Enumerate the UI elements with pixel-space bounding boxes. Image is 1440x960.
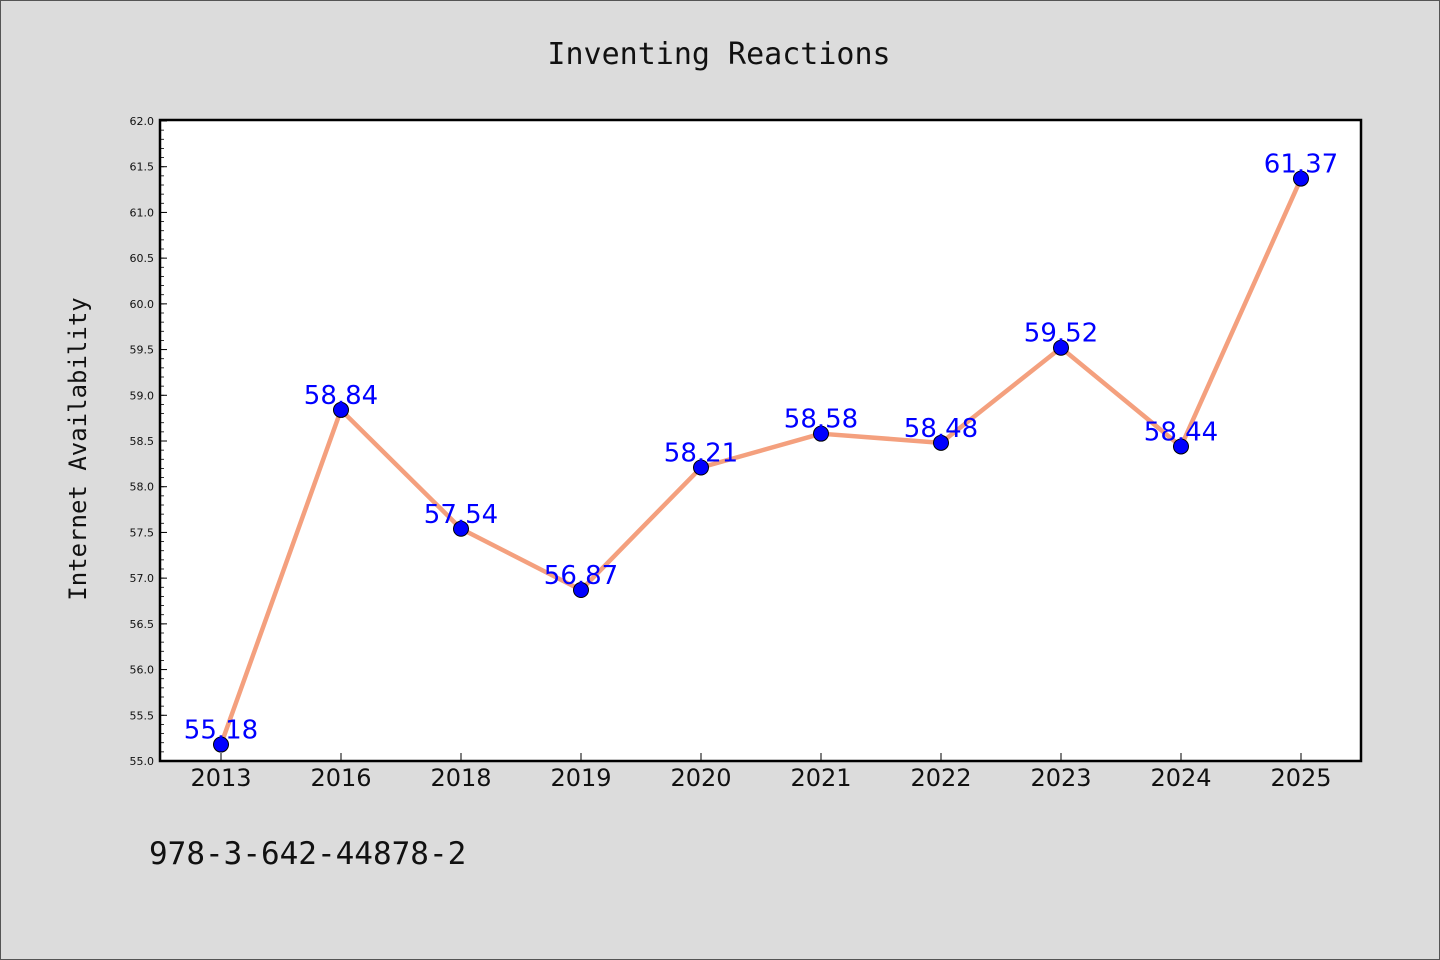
data-label: 58.58 bbox=[784, 405, 858, 435]
chart-title: Inventing Reactions bbox=[547, 37, 890, 72]
y-tick-label: 60.5 bbox=[130, 252, 155, 265]
x-tick-label: 2023 bbox=[1030, 764, 1091, 792]
data-point bbox=[573, 582, 589, 599]
data-point bbox=[1053, 339, 1069, 356]
y-tick-label: 57.0 bbox=[130, 572, 155, 585]
x-tick-label: 2019 bbox=[550, 764, 611, 792]
x-tick-label: 2025 bbox=[1270, 764, 1331, 792]
y-tick-label: 61.5 bbox=[130, 161, 155, 174]
x-tick-label: 2020 bbox=[670, 764, 731, 792]
data-point bbox=[933, 434, 949, 451]
data-label: 55.18 bbox=[184, 716, 258, 746]
data-label: 58.84 bbox=[304, 381, 378, 411]
data-markers bbox=[213, 170, 1309, 753]
y-tick-label: 59.0 bbox=[130, 389, 155, 402]
y-axis: 55.0 55.5 56.0 56.5 57.0 57.5 58.0 58.5 59.0 59.5… bbox=[130, 115, 167, 768]
x-axis: 2013 2016 2018 2019 2020 2021 2022 2023 2024 2025 bbox=[190, 753, 1332, 792]
y-tick-label: 55.0 bbox=[130, 755, 155, 768]
y-tick-label: 58.5 bbox=[130, 435, 155, 448]
x-tick-label: 2016 bbox=[310, 764, 371, 792]
x-tick-label: 2021 bbox=[790, 764, 851, 792]
data-label: 56.87 bbox=[544, 561, 618, 591]
data-labels: 55.18 58.84 57.54 56.87 58.21 58.58 58.48 59.52… bbox=[184, 150, 1338, 746]
y-tick-label: 56.0 bbox=[130, 664, 155, 677]
data-point bbox=[813, 425, 829, 442]
data-point bbox=[333, 401, 349, 418]
y-tick-label: 55.5 bbox=[130, 709, 155, 722]
data-label: 61.37 bbox=[1264, 150, 1338, 180]
data-label: 58.21 bbox=[664, 439, 738, 469]
x-tick-label: 2013 bbox=[190, 764, 251, 792]
y-tick-label: 57.5 bbox=[130, 526, 155, 539]
data-point bbox=[213, 736, 229, 753]
y-tick-label: 60.0 bbox=[130, 298, 155, 311]
x-tick-label: 2024 bbox=[1150, 764, 1211, 792]
data-point bbox=[453, 520, 469, 537]
data-label: 58.48 bbox=[904, 414, 978, 444]
y-axis-label: Internet Availability bbox=[64, 297, 92, 600]
y-tick-label: 61.0 bbox=[130, 206, 155, 219]
data-point bbox=[1293, 170, 1309, 187]
data-point bbox=[693, 459, 709, 476]
x-tick-label: 2018 bbox=[430, 764, 491, 792]
footer-id: 978-3-642-44878-2 bbox=[149, 836, 466, 872]
x-tick-label: 2022 bbox=[910, 764, 971, 792]
plot-area bbox=[158, 118, 1363, 763]
y-tick-label: 58.0 bbox=[130, 481, 155, 494]
y-tick-label: 62.0 bbox=[130, 115, 155, 128]
series-line bbox=[218, 177, 1304, 746]
data-point bbox=[1173, 438, 1189, 455]
data-label: 57.54 bbox=[424, 500, 498, 530]
y-tick-label: 59.5 bbox=[130, 344, 155, 357]
data-label: 58.44 bbox=[1144, 417, 1218, 447]
y-tick-label: 56.5 bbox=[130, 618, 155, 631]
data-label: 59.52 bbox=[1024, 319, 1098, 349]
